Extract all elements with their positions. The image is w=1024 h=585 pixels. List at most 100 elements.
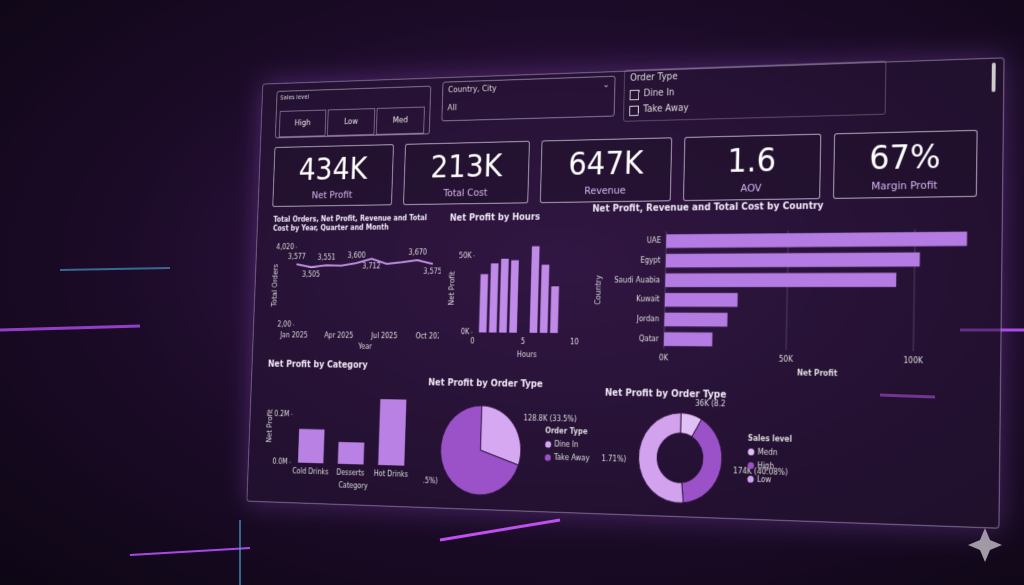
chart-title: Net Profit by Hours <box>449 212 541 224</box>
bar <box>665 252 920 268</box>
y-tick-label: 50K <box>459 251 472 260</box>
grid-line <box>786 230 788 350</box>
x-tick-label: 0K <box>659 353 668 362</box>
neon-line <box>0 324 141 332</box>
kpi-label: Revenue <box>584 184 626 197</box>
chart-title: Total Orders, Net Profit, Revenue and To… <box>272 213 428 233</box>
y-tick-label: UAE <box>647 236 662 245</box>
kpi-card: 67% Margin Profit <box>833 129 978 199</box>
neon-line <box>439 518 561 542</box>
legend-title: Order Type <box>545 426 588 436</box>
chart: 36K (8.2 174K (40.08%) 224K (51.71%) Sales … <box>600 398 792 520</box>
y-tick-label: 2,00 <box>277 320 291 329</box>
y-tick-label: Saudi Auabia <box>614 275 660 284</box>
y-axis-label: Country <box>594 275 603 305</box>
data-label: 128.8K (33.5%) <box>523 413 576 423</box>
slicer-option[interactable]: Low <box>326 108 376 137</box>
legend-title: Sales level <box>748 433 792 444</box>
checkbox-label[interactable]: Dine In <box>643 87 675 99</box>
legend-swatch <box>747 448 755 456</box>
chart-card: 2,00 4,020 3,577 Jan 2025 3,505 3,551 Apr 2025… <box>267 214 443 356</box>
y-tick-label: 0K <box>461 327 470 336</box>
y-tick-label: 0.2M <box>274 409 290 418</box>
x-tick-label: Jan 2025 <box>279 331 308 340</box>
neon-line <box>59 267 171 271</box>
legend-label: Take Away <box>553 453 590 463</box>
legend-swatch <box>545 441 552 448</box>
x-tick-label: 10 <box>570 337 579 346</box>
legend-label: High <box>757 460 774 470</box>
checkbox-label[interactable]: Take Away <box>643 103 689 115</box>
x-tick-label: Cold Drinks <box>292 467 329 477</box>
dropdown-chevron: ⌄ <box>602 80 610 91</box>
bar <box>663 332 713 347</box>
sales-level-slicer: Sales level High Low Med <box>274 85 432 139</box>
chart-card: 128.8K (33.5%) 300.3K (83.5%) Order Type Di… <box>423 378 600 513</box>
x-tick-label: 5 <box>521 337 526 346</box>
data-label: 3,670 <box>408 248 427 257</box>
y-axis-label: Net Profit <box>448 271 457 305</box>
bar <box>488 263 499 333</box>
y-tick-label: 4,020 <box>276 243 294 252</box>
scrollbar[interactable] <box>991 62 996 93</box>
dashboard: Sales level High Low Med Country, City A… <box>246 57 1005 529</box>
data-label: 224K (51.71%) <box>600 453 626 464</box>
bar <box>478 274 489 333</box>
x-axis-label: Year <box>357 342 373 351</box>
bar <box>664 312 728 327</box>
data-label: 3,712 <box>362 262 381 271</box>
legend-label: Low <box>757 474 772 484</box>
kpi-value: 213K <box>429 147 503 186</box>
bar <box>665 272 897 288</box>
slicer-label: Order Type <box>629 71 678 84</box>
y-tick-label: Qatar <box>639 334 660 343</box>
kpi-value: 67% <box>868 137 941 179</box>
bar <box>529 246 540 333</box>
x-tick-label: 50K <box>779 354 793 364</box>
kpi-card: 213K Total Cost <box>403 140 530 206</box>
slicer-option[interactable]: Med <box>375 106 425 135</box>
y-tick-label: Egypt <box>640 256 660 265</box>
chart-area: 2,00 4,020 3,577 Jan 2025 3,505 3,551 Apr 2025… <box>263 58 1003 84</box>
y-axis-label: Net Profit <box>265 409 274 443</box>
location-dropdown[interactable]: Country, City All ⌄ <box>441 75 616 122</box>
checkbox[interactable] <box>629 105 639 117</box>
bar <box>539 264 550 333</box>
legend-swatch <box>747 475 754 483</box>
chart: 0K 50K 0 5 10 Hours Net Profit <box>448 246 579 359</box>
bar <box>664 292 738 307</box>
slicer-option[interactable]: High <box>278 109 327 138</box>
grid-line <box>664 231 667 348</box>
slicer-label: Sales level <box>280 93 310 102</box>
checkbox[interactable] <box>629 89 640 101</box>
kpi-label: Total Cost <box>443 186 488 200</box>
data-label: 3,577 <box>288 252 306 261</box>
chart: 128.8K (33.5%) 300.3K (83.5%) Order Type Di… <box>423 378 590 513</box>
legend-swatch <box>544 454 551 462</box>
x-tick-label: Jul 2025 <box>370 331 398 340</box>
chart: 0.0M 0.2M Cold Drinks Desserts Hot Drinks Cat… <box>265 399 408 491</box>
bar <box>509 260 519 333</box>
kpi-card: 434K Net Profit <box>272 144 394 207</box>
y-tick-label: Kuwait <box>636 295 660 304</box>
dropdown-label: Country, City <box>447 84 497 96</box>
legend-label: Medn <box>757 447 778 457</box>
kpi-value: 434K <box>298 151 368 188</box>
bar <box>550 286 560 333</box>
kpi-card: 1.6 AOV <box>683 133 822 202</box>
kpi-value: 1.6 <box>726 141 777 181</box>
data-label: 300.3K (83.5%) <box>423 475 438 486</box>
x-tick-label: 0 <box>470 337 475 346</box>
bar <box>337 441 365 465</box>
sparkle-icon <box>968 528 1002 562</box>
kpi-label: AOV <box>740 181 762 195</box>
data-label: 36K (8.2 <box>695 398 725 408</box>
pie-slice <box>439 405 520 496</box>
x-tick-label: Oct 2025 <box>415 332 442 341</box>
chart-card: 36K (8.2 174K (40.08%) 224K (51.71%) Sales … <box>600 388 846 520</box>
pie-slice <box>637 412 685 503</box>
data-label: 3,575 <box>423 267 442 276</box>
x-tick-label: 100K <box>903 356 923 366</box>
bar <box>666 231 968 249</box>
